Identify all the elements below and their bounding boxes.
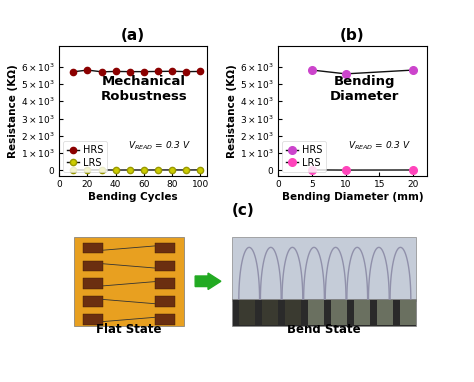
HRS <box>310 68 315 72</box>
Text: Mechanical
Robustness: Mechanical Robustness <box>100 74 187 103</box>
LRS <box>169 168 175 172</box>
LRS <box>198 168 203 172</box>
Bar <box>262 300 278 325</box>
HRS <box>169 69 175 74</box>
HRS <box>410 68 416 72</box>
HRS <box>113 69 118 74</box>
LRS <box>183 168 189 172</box>
LRS <box>343 168 349 172</box>
HRS <box>141 69 147 74</box>
LRS <box>85 168 91 172</box>
Bar <box>400 300 416 325</box>
Bar <box>155 314 175 325</box>
Bar <box>155 243 175 253</box>
Bar <box>74 237 184 326</box>
Title: (a): (a) <box>121 28 146 43</box>
LRS <box>99 168 104 172</box>
Line: HRS: HRS <box>70 67 203 75</box>
HRS <box>127 69 133 74</box>
Bar <box>83 314 103 325</box>
Text: Bend State: Bend State <box>287 324 361 337</box>
Text: Flat State: Flat State <box>96 324 162 337</box>
Text: $V_{READ}$ = 0.3 V: $V_{READ}$ = 0.3 V <box>347 139 411 152</box>
LRS <box>113 168 118 172</box>
LRS <box>310 168 315 172</box>
FancyArrow shape <box>195 273 221 290</box>
Line: LRS: LRS <box>70 167 203 173</box>
Bar <box>285 300 301 325</box>
Bar <box>331 300 347 325</box>
HRS <box>99 70 104 74</box>
Bar <box>308 300 324 325</box>
LRS <box>410 168 416 172</box>
Bar <box>239 300 255 325</box>
Text: Bending
Diameter: Bending Diameter <box>330 74 399 103</box>
HRS <box>155 69 161 74</box>
Text: (c): (c) <box>232 203 254 218</box>
Legend: HRS, LRS: HRS, LRS <box>283 141 326 172</box>
Bar <box>232 237 416 301</box>
X-axis label: Bending Cycles: Bending Cycles <box>89 192 178 202</box>
Text: $V_{READ}$ = 0.3 V: $V_{READ}$ = 0.3 V <box>128 139 191 152</box>
Bar <box>83 278 103 289</box>
HRS <box>343 71 349 76</box>
Legend: HRS, LRS: HRS, LRS <box>63 141 107 172</box>
Line: HRS: HRS <box>308 66 417 78</box>
Title: (b): (b) <box>340 28 365 43</box>
Bar <box>155 296 175 307</box>
HRS <box>85 68 91 72</box>
LRS <box>155 168 161 172</box>
Bar <box>83 243 103 253</box>
LRS <box>141 168 147 172</box>
HRS <box>71 70 76 74</box>
Bar <box>232 299 416 326</box>
HRS <box>198 69 203 74</box>
Bar <box>354 300 370 325</box>
Bar <box>155 278 175 289</box>
LRS <box>71 168 76 172</box>
HRS <box>183 69 189 74</box>
Line: LRS: LRS <box>308 166 417 174</box>
LRS <box>127 168 133 172</box>
X-axis label: Bending Diameter (mm): Bending Diameter (mm) <box>282 192 423 202</box>
Y-axis label: Resistance (KΩ): Resistance (KΩ) <box>227 64 237 158</box>
Bar <box>155 261 175 271</box>
Bar <box>83 296 103 307</box>
Bar <box>376 300 393 325</box>
Y-axis label: Resistance (KΩ): Resistance (KΩ) <box>8 64 18 158</box>
Bar <box>83 261 103 271</box>
